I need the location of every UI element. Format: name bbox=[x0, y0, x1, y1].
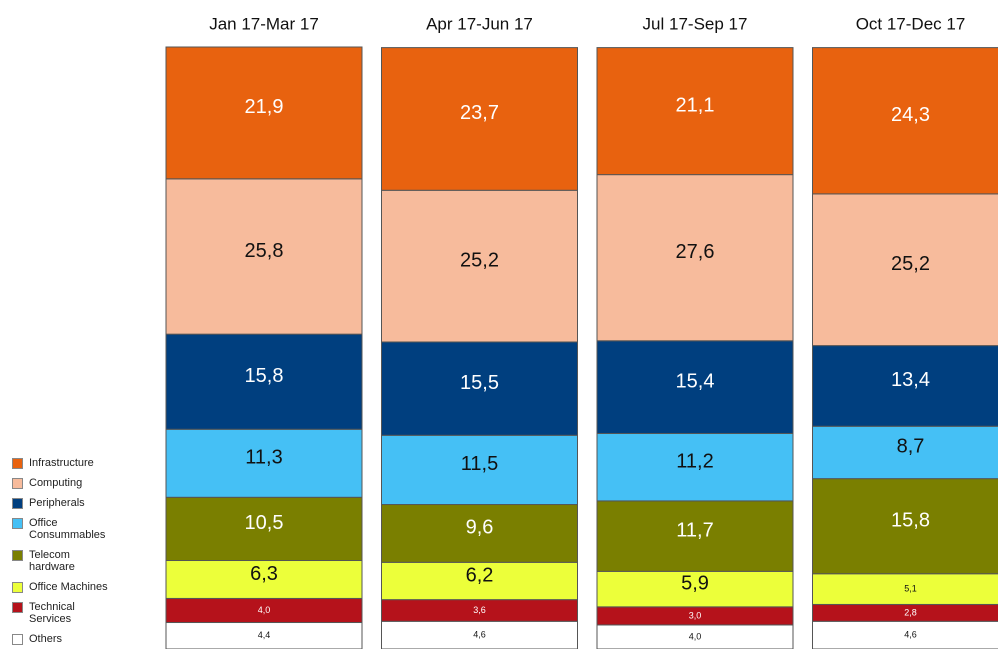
segment bbox=[381, 341, 578, 436]
segment bbox=[381, 504, 578, 563]
value-label: 5,9 bbox=[681, 572, 709, 594]
value-label: 4,6 bbox=[904, 630, 917, 640]
legend-swatch bbox=[12, 498, 23, 509]
segment bbox=[596, 174, 794, 342]
value-label: 25,2 bbox=[460, 249, 499, 271]
legend-item: Office Machines bbox=[12, 581, 152, 593]
legend-item: Peripherals bbox=[12, 497, 152, 509]
value-label: 4,0 bbox=[689, 631, 702, 641]
legend-item: Office Consummables bbox=[12, 517, 152, 541]
value-label: 11,3 bbox=[245, 447, 282, 469]
legend-label: Computing bbox=[29, 477, 83, 489]
segment bbox=[165, 428, 363, 498]
legend-label: Office Consummables bbox=[29, 517, 106, 541]
value-label: 4,0 bbox=[258, 605, 271, 615]
value-label: 8,7 bbox=[897, 436, 925, 458]
segment bbox=[812, 478, 998, 575]
legend-swatch bbox=[12, 518, 23, 529]
segment bbox=[596, 624, 794, 649]
value-label: 10,5 bbox=[245, 512, 284, 534]
segment bbox=[381, 434, 578, 506]
legend-swatch bbox=[12, 634, 23, 645]
legend-label: Infrastructure bbox=[29, 457, 94, 469]
value-label: 15,4 bbox=[676, 370, 715, 392]
value-label: 11,5 bbox=[461, 453, 498, 475]
column-title: Jan 17-Mar 17 bbox=[209, 14, 319, 33]
segment bbox=[812, 345, 998, 427]
legend-label: Technical Services bbox=[29, 601, 75, 625]
value-label: 23,7 bbox=[460, 102, 499, 124]
value-label: 9,6 bbox=[466, 517, 494, 539]
segment bbox=[381, 47, 578, 191]
segment bbox=[165, 496, 363, 562]
segment bbox=[596, 432, 794, 502]
value-label: 2,8 bbox=[904, 607, 917, 617]
legend-swatch bbox=[12, 458, 23, 469]
value-label: 25,2 bbox=[891, 253, 930, 275]
segment bbox=[165, 46, 363, 180]
legend-swatch bbox=[12, 582, 23, 593]
legend-label: Others bbox=[29, 633, 63, 645]
value-label: 27,6 bbox=[676, 241, 715, 263]
column-title: Apr 17-Jun 17 bbox=[426, 14, 533, 33]
value-label: 13,4 bbox=[891, 369, 930, 391]
segment bbox=[165, 178, 363, 335]
value-label: 3,0 bbox=[689, 610, 702, 620]
segment bbox=[596, 500, 794, 572]
segment bbox=[596, 340, 794, 434]
value-label: 4,4 bbox=[258, 630, 271, 640]
legend-item: Computing bbox=[12, 477, 152, 489]
value-label: 4,6 bbox=[473, 630, 486, 640]
column-title: Oct 17-Dec 17 bbox=[856, 14, 966, 33]
legend-swatch bbox=[12, 478, 23, 489]
value-label: 6,3 bbox=[250, 563, 278, 585]
value-label: 15,8 bbox=[891, 509, 930, 531]
value-label: 21,9 bbox=[245, 96, 284, 118]
segment bbox=[812, 193, 998, 347]
value-label: 25,8 bbox=[245, 240, 284, 262]
legend-label: Peripherals bbox=[29, 497, 85, 509]
legend: Infrastructure Computing Peripherals Office… bbox=[12, 457, 152, 649]
value-label: 24,3 bbox=[891, 104, 930, 126]
legend-item: Others bbox=[12, 633, 152, 645]
legend-item: Infrastructure bbox=[12, 457, 152, 469]
value-label: 15,5 bbox=[460, 372, 499, 394]
value-label: 11,7 bbox=[676, 519, 713, 541]
segment bbox=[812, 425, 998, 480]
legend-label: Telecom hardware bbox=[29, 549, 75, 573]
legend-item: Telecom hardware bbox=[12, 549, 152, 573]
segment bbox=[381, 189, 578, 343]
value-label: 11,2 bbox=[676, 450, 713, 472]
value-label: 5,1 bbox=[904, 583, 917, 593]
segment bbox=[165, 333, 363, 430]
legend-swatch bbox=[12, 602, 23, 613]
segment bbox=[165, 560, 363, 599]
value-label: 3,6 bbox=[473, 605, 486, 615]
legend-swatch bbox=[12, 550, 23, 561]
value-label: 15,8 bbox=[245, 365, 284, 387]
column-title: Jul 17-Sep 17 bbox=[643, 14, 748, 33]
segment bbox=[596, 47, 794, 176]
legend-item: Technical Services bbox=[12, 601, 152, 625]
segment bbox=[812, 573, 998, 605]
segment bbox=[165, 597, 363, 624]
value-label: 6,2 bbox=[466, 564, 494, 586]
value-label: 21,1 bbox=[676, 94, 715, 116]
segment bbox=[596, 570, 794, 608]
legend-label: Office Machines bbox=[29, 581, 108, 593]
segment bbox=[812, 47, 998, 195]
